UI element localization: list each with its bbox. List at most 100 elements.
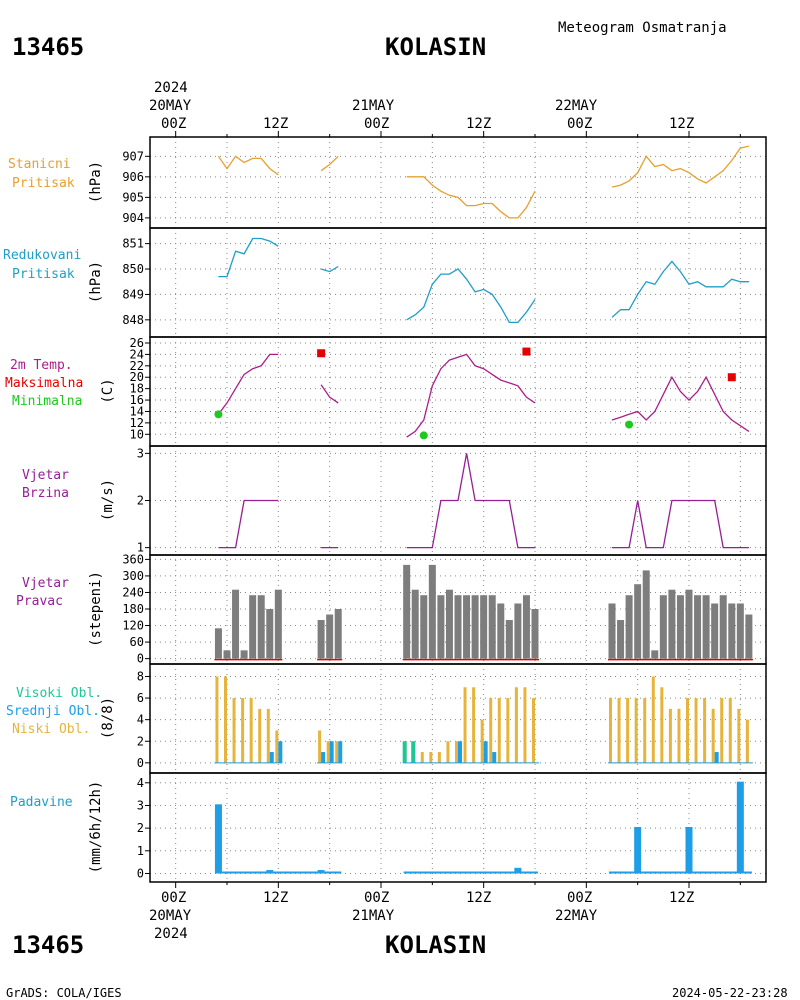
wind-dir-bar xyxy=(480,595,488,659)
ytick-label: 10 xyxy=(130,427,144,441)
ytick-label: 4 xyxy=(137,776,144,790)
precip-bar xyxy=(736,781,744,874)
ytick-label: 2 xyxy=(137,494,144,508)
low-cloud-bar xyxy=(275,730,279,763)
wind-dir-bar xyxy=(497,603,505,659)
top-hour-label-3: 00Z xyxy=(364,116,389,132)
wind-dir-bar xyxy=(676,595,684,659)
low-cloud-bar xyxy=(694,698,698,763)
top-hour-label-1: 00Z xyxy=(161,116,186,132)
label-redukovani: Redukovani xyxy=(3,248,81,263)
ytick-label: 22 xyxy=(130,359,144,373)
low-cloud-bar xyxy=(318,730,322,763)
panel-precip: 0 1 2 3 4 xyxy=(137,772,767,883)
precip-bar xyxy=(317,870,325,874)
temp-line-2 xyxy=(406,353,536,438)
bottom-year-label: 2024 xyxy=(154,926,188,942)
panel-pressure: 904 905 906 907 xyxy=(122,136,767,229)
mid-cloud-bar xyxy=(458,741,462,763)
low-cloud-bar xyxy=(745,719,749,763)
wind-dir-bar xyxy=(463,595,471,659)
wind-dir-bar xyxy=(702,595,710,659)
ylabel-wind-dir: (stepeni) xyxy=(88,571,104,647)
station-name-top: KOLASIN xyxy=(385,33,486,61)
ytick-label: 2 xyxy=(137,821,144,835)
panel-frame xyxy=(149,336,767,447)
mid-cloud-bar xyxy=(714,752,719,763)
panel-reduced: 848 849 850 851 xyxy=(122,227,767,338)
ytick-label: 16 xyxy=(130,393,144,407)
wind-dir-bar xyxy=(240,650,248,659)
low-cloud-bar xyxy=(335,741,339,763)
low-cloud-bar xyxy=(660,687,664,763)
station-id-bottom: 13465 xyxy=(12,931,84,959)
label-stanicni: Stanicni xyxy=(8,157,71,172)
wind-dir-bar xyxy=(736,603,744,659)
wind-dir-bar xyxy=(326,614,334,659)
wind-dir-bar xyxy=(223,650,231,659)
ytick-label: 849 xyxy=(122,287,144,301)
low-cloud-bar xyxy=(437,752,441,763)
wind-dir-bar xyxy=(428,564,436,659)
ytick-label: 0 xyxy=(137,866,144,880)
low-cloud-bar xyxy=(446,741,450,763)
mid-cloud-bar xyxy=(338,741,343,763)
ytick-label: 907 xyxy=(122,149,144,163)
temp-line-3 xyxy=(611,375,750,432)
low-cloud-bar xyxy=(506,698,510,763)
low-cloud-bar xyxy=(463,687,467,763)
bottom-hour-label-1: 00Z xyxy=(161,890,186,906)
wind-dir-bar xyxy=(719,595,727,659)
ylabel-wind-speed: (m/s) xyxy=(100,479,116,521)
wind_speed-line-0 xyxy=(218,499,279,549)
bottom-day-label-3: 22MAY xyxy=(555,908,598,924)
low-cloud-bar xyxy=(711,708,715,763)
bottom-hour-label-6: 12Z xyxy=(669,890,694,906)
low-cloud-bar xyxy=(737,708,741,763)
wind-dir-bar xyxy=(625,595,633,659)
ytick-label: 120 xyxy=(122,619,144,633)
reduced-line-3 xyxy=(611,260,749,318)
mid-cloud-bar xyxy=(492,752,497,763)
ylabel-temp: (C) xyxy=(100,378,116,403)
wind-dir-bar xyxy=(249,595,257,659)
wind-dir-bar xyxy=(471,595,479,659)
top-day-label-1: 20MAY xyxy=(149,98,192,114)
reduced-line-1 xyxy=(320,265,339,273)
low-cloud-bar xyxy=(523,687,527,763)
label-minimalna: Minimalna xyxy=(12,394,82,409)
wind-dir-bar xyxy=(274,589,282,659)
wind-dir-bar xyxy=(728,603,736,659)
label-padavine: Padavine xyxy=(10,795,73,810)
ylabel-clouds: (8/8) xyxy=(100,697,116,739)
wind-dir-bar xyxy=(617,620,625,659)
low-cloud-bar xyxy=(241,698,245,763)
ytick-label: 6 xyxy=(137,691,144,705)
panel-frame xyxy=(149,772,767,883)
ytick-label: 240 xyxy=(122,585,144,599)
precip-bar xyxy=(214,804,222,874)
meteogram-subtitle: Meteogram Osmatranja xyxy=(558,20,727,36)
reduced-line-2 xyxy=(406,268,536,324)
ytick-label: 360 xyxy=(122,552,144,566)
low-cloud-bar xyxy=(634,698,638,763)
low-cloud-bar xyxy=(224,676,227,763)
wind-dir-bar xyxy=(445,589,453,659)
ytick-label: 0 xyxy=(137,756,144,770)
ytick-label: 906 xyxy=(122,170,144,184)
ytick-label: 60 xyxy=(130,635,144,649)
ytick-label: 8 xyxy=(137,669,144,683)
wind-dir-bar xyxy=(745,614,753,659)
label-vjetar-1: Vjetar xyxy=(22,468,69,483)
wind-dir-bar xyxy=(505,620,513,659)
low-cloud-bar xyxy=(668,708,672,763)
low-cloud-bar xyxy=(480,719,484,763)
precip-bar xyxy=(685,827,693,874)
panel-frame xyxy=(149,227,767,338)
wind-dir-bar xyxy=(711,603,719,659)
wind-dir-bar xyxy=(334,609,342,659)
ytick-label: 1 xyxy=(137,844,144,858)
bottom-hour-label-5: 00Z xyxy=(567,890,592,906)
